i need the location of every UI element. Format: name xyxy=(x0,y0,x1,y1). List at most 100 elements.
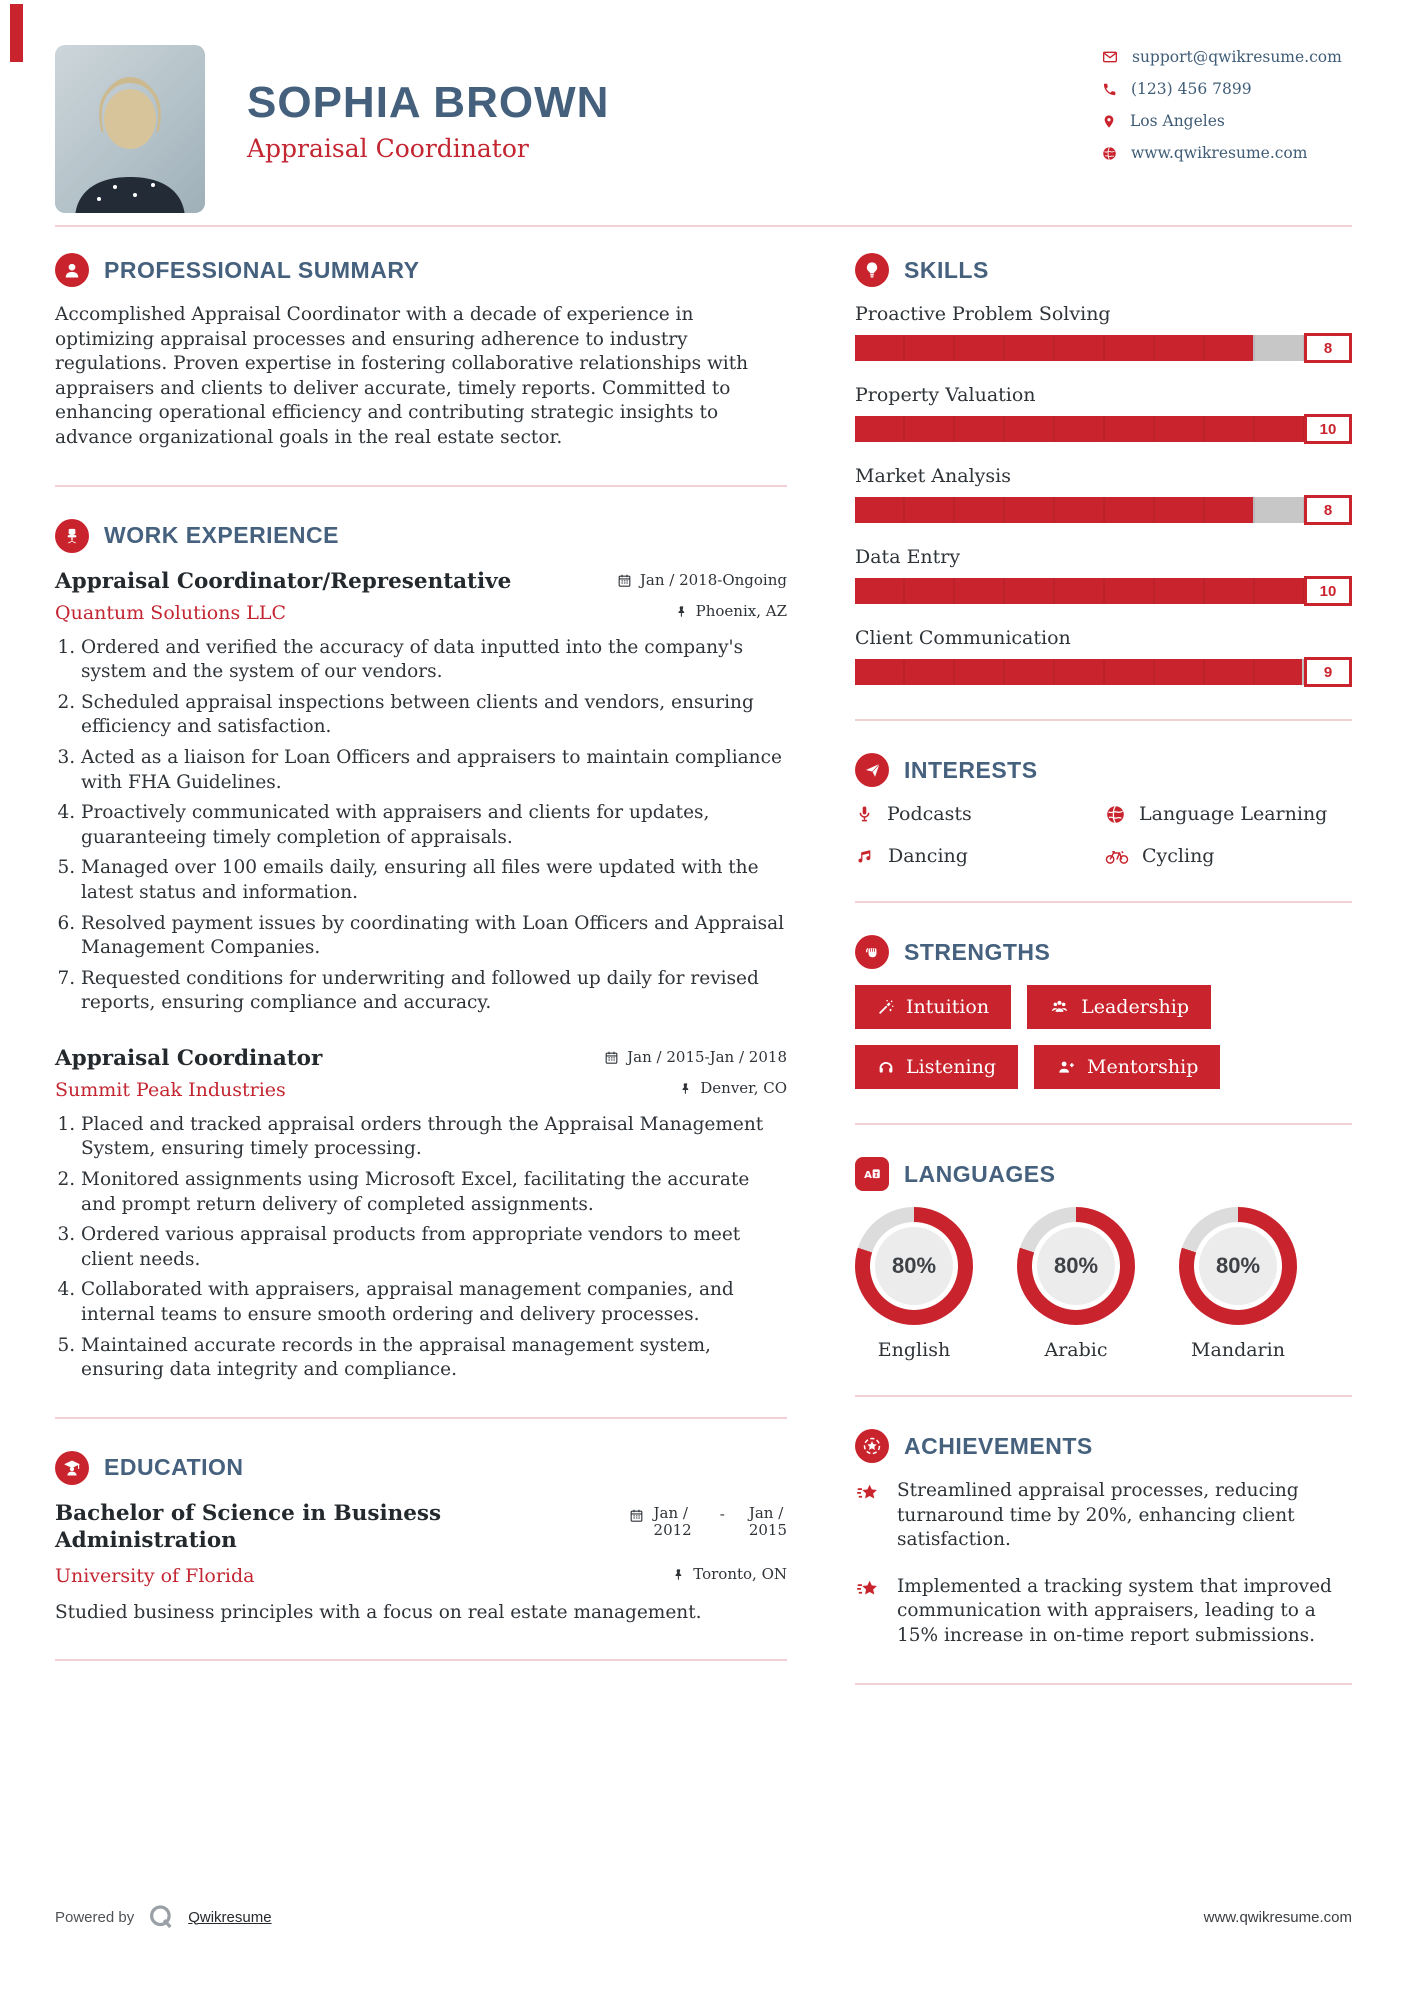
job-location-text: Phoenix, AZ xyxy=(695,602,787,621)
profile-photo xyxy=(55,45,205,213)
strength-leadership: Leadership xyxy=(1027,985,1211,1029)
calendar-icon xyxy=(630,1509,642,1522)
strength-intuition: Intuition xyxy=(855,985,1012,1029)
job-bullet: Managed over 100 emails daily, ensuring … xyxy=(81,856,787,905)
section-achievements: ACHIEVEMENTS xyxy=(855,1429,1352,1463)
office-chair-icon xyxy=(55,518,89,553)
strength-label: Leadership xyxy=(1081,996,1189,1018)
skill-bar-fill xyxy=(855,335,1253,361)
job-company: Quantum Solutions LLC xyxy=(55,601,287,624)
contact-phone[interactable]: (123) 456 7899 xyxy=(1102,80,1352,98)
paper-plane-icon xyxy=(855,753,889,787)
language-donut: 80% xyxy=(1179,1207,1297,1325)
contact-website-text: www.qwikresume.com xyxy=(1131,144,1308,162)
language-donut: 80% xyxy=(1017,1207,1135,1325)
person-name: SOPHIA BROWN xyxy=(247,78,610,127)
fist-icon xyxy=(855,935,889,969)
translate-icon: A xyxy=(855,1157,889,1191)
language-name: English xyxy=(877,1339,951,1361)
contact-email[interactable]: support@qwikresume.com xyxy=(1102,48,1352,66)
language-percent: 80% xyxy=(1037,1227,1115,1305)
date-end-year: 2015 xyxy=(748,1521,787,1540)
date-start-year: 2012 xyxy=(653,1521,692,1540)
interest-item: Cycling xyxy=(1105,845,1352,867)
achievement-item: Implemented a tracking system that impro… xyxy=(855,1575,1335,1649)
skill-bar-fill xyxy=(855,659,1303,685)
skill-score-badge: 10 xyxy=(1304,414,1352,444)
section-interests: INTERESTS xyxy=(855,753,1352,787)
strength-label: Mentorship xyxy=(1087,1056,1199,1078)
education-location-text: Toronto, ON xyxy=(693,1565,787,1584)
svg-text:A: A xyxy=(864,1170,872,1181)
date-start-month: Jan / xyxy=(653,1503,688,1522)
calendar-icon xyxy=(605,1051,618,1064)
job-bullet-list: Ordered and verified the accuracy of dat… xyxy=(55,636,787,1016)
job-location-text: Denver, CO xyxy=(700,1079,787,1098)
section-divider xyxy=(855,1395,1352,1397)
language-item: 80% English xyxy=(855,1207,973,1361)
section-education: EDUCATION xyxy=(55,1450,787,1485)
shooting-star-icon xyxy=(857,1580,877,1595)
job-bullet: Requested conditions for underwriting an… xyxy=(81,967,787,1016)
job-dates: Jan / 2015-Jan / 2018 xyxy=(604,1048,787,1066)
qwikresume-brand-link[interactable]: Qwikresume xyxy=(188,1908,272,1926)
globe-icon xyxy=(1107,805,1124,823)
skill-score-badge: 8 xyxy=(1304,495,1352,525)
job-bullet: Collaborated with appraisers, appraisal … xyxy=(81,1278,787,1327)
skill-name: Client Communication xyxy=(855,627,1071,649)
job-bullet: Monitored assignments using Microsoft Ex… xyxy=(81,1168,787,1217)
education-entry-row2: University of Florida Toronto, ON xyxy=(55,1565,787,1587)
job-entry: Appraisal Coordinator Jan / 2015-Jan / 2… xyxy=(55,1046,787,1383)
pushpin-icon xyxy=(675,1568,682,1580)
section-languages: A LANGUAGES xyxy=(855,1157,1352,1191)
skill-bar-fill xyxy=(855,497,1253,523)
users-icon xyxy=(1052,1000,1068,1012)
date-separator: - xyxy=(719,1504,725,1523)
skill-name: Property Valuation xyxy=(855,384,1036,406)
language-donut: 80% xyxy=(855,1207,973,1325)
job-bullet: Proactively communicated with appraisers… xyxy=(81,801,787,850)
degree-title: Bachelor of Science in Business Administ… xyxy=(55,1500,442,1553)
email-icon xyxy=(1103,51,1117,63)
header-divider xyxy=(55,225,1352,227)
language-item: 80% Mandarin xyxy=(1179,1207,1297,1361)
language-percent: 80% xyxy=(875,1227,953,1305)
language-name: Arabic xyxy=(1044,1339,1108,1361)
skill-item: Property Valuation 10 xyxy=(855,384,1352,444)
left-column: PROFESSIONAL SUMMARY Accomplished Apprai… xyxy=(55,253,787,1693)
contact-block: support@qwikresume.com (123) 456 7899 Lo… xyxy=(1102,48,1352,213)
date-end-month: Jan / xyxy=(748,1503,784,1522)
section-title: ACHIEVEMENTS xyxy=(904,1432,1093,1459)
job-bullet: Ordered various appraisal products from … xyxy=(81,1223,787,1272)
languages-list: 80% English 80% Arabic 80% Ma xyxy=(855,1207,1352,1361)
job-entry: Appraisal Coordinator/Representative Jan… xyxy=(55,569,787,1016)
right-column: SKILLS Proactive Problem Solving 8 Prope… xyxy=(855,253,1352,1717)
skill-bar: 10 xyxy=(855,576,1352,606)
section-divider xyxy=(855,1123,1352,1125)
contact-location[interactable]: Los Angeles xyxy=(1102,112,1352,130)
location-icon xyxy=(1104,114,1114,128)
skill-item: Proactive Problem Solving 8 xyxy=(855,303,1352,363)
job-dates-text: Jan / 2015-Jan / 2018 xyxy=(627,1048,787,1067)
achievement-text: Streamlined appraisal processes, reducin… xyxy=(897,1480,1299,1551)
footer-website-link[interactable]: www.qwikresume.com xyxy=(1203,1908,1352,1926)
section-title: SKILLS xyxy=(904,256,989,283)
job-bullet: Maintained accurate records in the appra… xyxy=(81,1334,787,1383)
strength-mentorship: Mentorship xyxy=(1034,1045,1221,1089)
section-work-experience: WORK EXPERIENCE xyxy=(55,518,787,553)
skill-item: Market Analysis 8 xyxy=(855,465,1352,525)
contact-website[interactable]: www.qwikresume.com xyxy=(1102,144,1352,162)
job-dates: Jan / 2018-Ongoing xyxy=(617,571,787,589)
contact-location-text: Los Angeles xyxy=(1130,112,1225,130)
calendar-icon xyxy=(618,574,631,587)
music-note-icon xyxy=(858,850,871,863)
skill-score-badge: 10 xyxy=(1304,576,1352,606)
job-bullet: Scheduled appraisal inspections between … xyxy=(81,691,787,740)
education-description: Studied business principles with a focus… xyxy=(55,1601,702,1623)
qwikresume-logo xyxy=(150,1905,172,1929)
pushpin-icon xyxy=(682,1083,689,1094)
portrait-silhouette xyxy=(75,77,185,213)
magic-wand-icon xyxy=(878,999,894,1015)
interest-item: Dancing xyxy=(855,845,1105,867)
